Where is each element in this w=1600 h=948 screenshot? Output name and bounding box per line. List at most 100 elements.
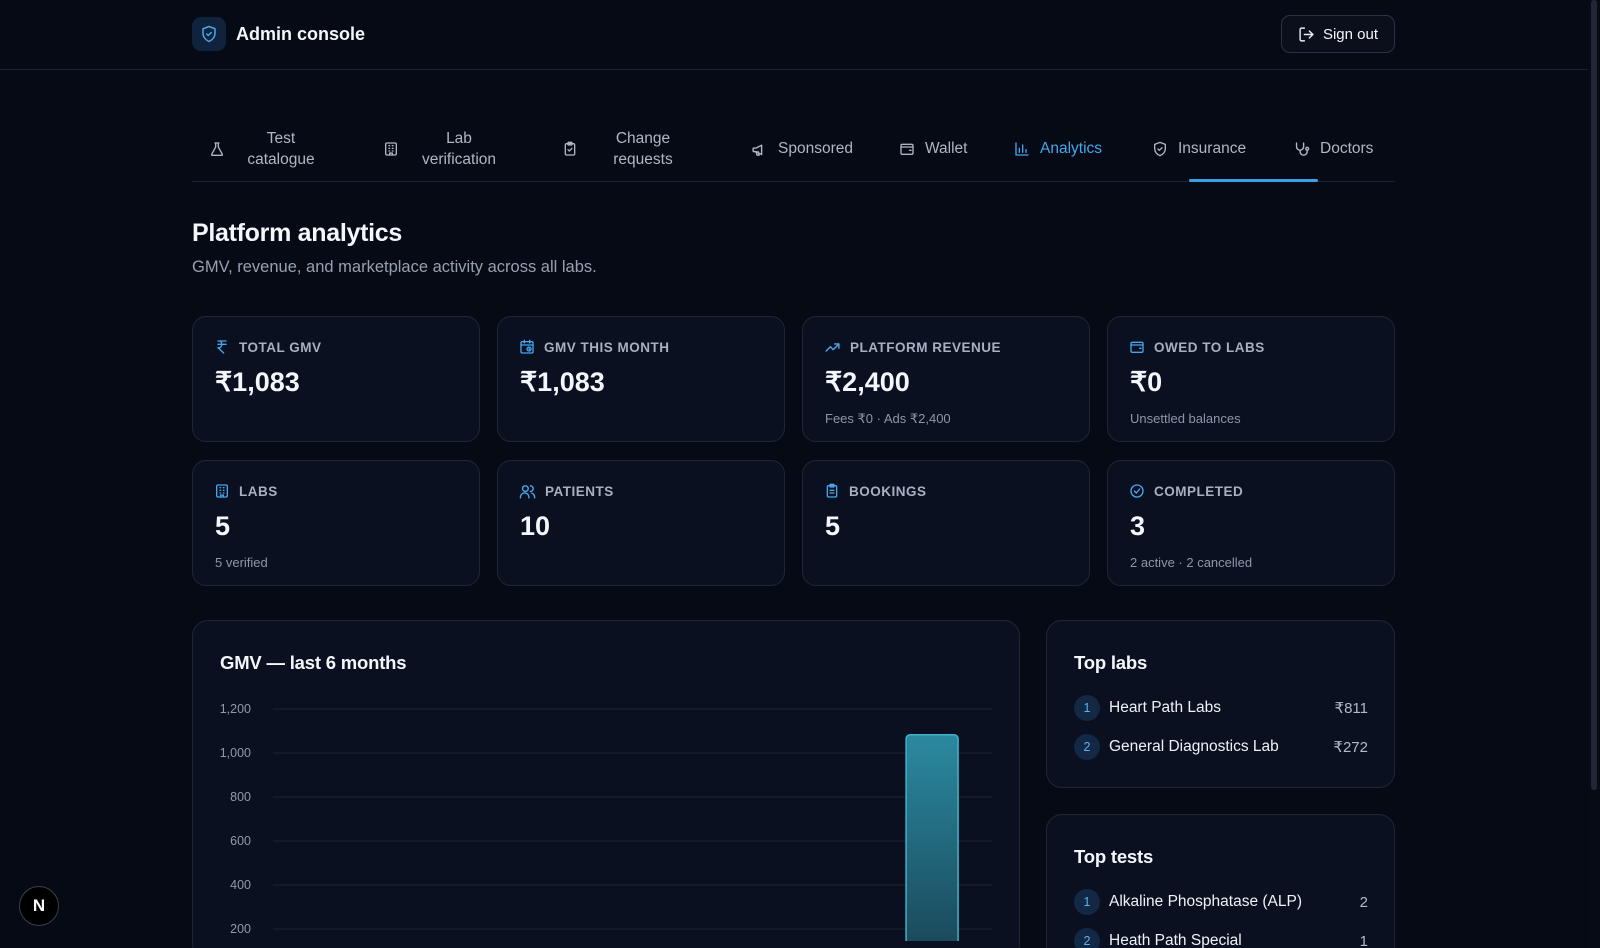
stat-card-owed-to-labs: OWED TO LABS ₹0 Unsettled balances bbox=[1107, 316, 1395, 442]
tab-label: Insurance bbox=[1178, 140, 1247, 157]
log-out-icon bbox=[1298, 26, 1315, 43]
gmv-chart-panel: GMV — last 6 months 1,200 1,000 800 600 400 2… bbox=[192, 620, 1020, 948]
stat-card-labs: LABS 5 5 verified bbox=[192, 460, 480, 586]
test-count: 2 bbox=[1359, 893, 1368, 911]
stat-value: ₹2,400 bbox=[825, 367, 910, 397]
fab-label: N bbox=[32, 896, 46, 915]
flask-icon bbox=[209, 141, 225, 157]
stat-note: Unsettled balances bbox=[1130, 411, 1241, 426]
page-title: Platform analytics bbox=[192, 219, 402, 247]
stat-card-gmv-this-month: GMV THIS MONTH ₹1,083 bbox=[497, 316, 785, 442]
bar-chart-icon bbox=[1014, 141, 1030, 157]
tab-sponsored[interactable]: Sponsored bbox=[751, 116, 853, 182]
tab-label: Analytics bbox=[1040, 140, 1103, 157]
users-icon bbox=[519, 483, 536, 500]
list-item[interactable]: 1 Alkaline Phosphatase (ALP) 2 bbox=[1074, 888, 1368, 916]
test-name: Alkaline Phosphatase (ALP) bbox=[1109, 893, 1303, 910]
building-icon bbox=[383, 141, 399, 157]
rupee-icon bbox=[214, 339, 230, 355]
page-subtitle: GMV, revenue, and marketplace activity a… bbox=[192, 258, 597, 276]
rank-badge: 1 bbox=[1074, 695, 1100, 721]
tab-label: Sponsored bbox=[778, 140, 853, 157]
sign-out-label: Sign out bbox=[1322, 25, 1379, 43]
top-bar: Admin console Sign out bbox=[0, 0, 1588, 70]
top-labs-title: Top labs bbox=[1074, 652, 1148, 673]
brand: Admin console bbox=[192, 17, 365, 51]
shield-logo-icon bbox=[192, 17, 226, 51]
stat-note: 2 active · 2 cancelled bbox=[1130, 555, 1253, 570]
stat-value: ₹0 bbox=[1130, 367, 1163, 397]
rank-badge: 2 bbox=[1074, 734, 1100, 760]
lab-gmv: ₹272 bbox=[1333, 739, 1368, 756]
tab-insurance[interactable]: Insurance bbox=[1152, 116, 1246, 182]
building-icon bbox=[214, 483, 230, 499]
top-tests-title: Top tests bbox=[1074, 846, 1154, 867]
rank-badge: 1 bbox=[1074, 889, 1100, 915]
list-item[interactable]: 1 Heart Path Labs ₹811 bbox=[1074, 694, 1368, 722]
test-name: Heath Path Special bbox=[1109, 932, 1242, 948]
stat-card-completed: COMPLETED 3 2 active · 2 cancelled bbox=[1107, 460, 1395, 586]
calendar-clock-icon bbox=[519, 339, 535, 355]
tab-wallet[interactable]: Wallet bbox=[899, 116, 968, 182]
tab-test-catalogue[interactable]: Test catalogue bbox=[209, 116, 327, 182]
stat-note: 5 verified bbox=[215, 555, 268, 570]
lab-gmv: ₹811 bbox=[1334, 700, 1368, 717]
stat-card-bookings: BOOKINGS 5 bbox=[802, 460, 1090, 586]
wallet-icon bbox=[1129, 339, 1145, 355]
tab-change-requests[interactable]: Change requests bbox=[562, 116, 698, 182]
wallet-icon bbox=[899, 141, 915, 157]
gmv-bar[interactable] bbox=[905, 733, 959, 941]
sign-out-button[interactable]: Sign out bbox=[1281, 15, 1395, 53]
clipboard-check-icon bbox=[562, 141, 578, 157]
stat-label: PLATFORM REVENUE bbox=[850, 340, 1002, 355]
list-item[interactable]: 2 General Diagnostics Lab ₹272 bbox=[1074, 733, 1368, 761]
stat-card-platform-revenue: PLATFORM REVENUE ₹2,400 Fees ₹0 · Ads ₹2… bbox=[802, 316, 1090, 442]
tab-doctors[interactable]: Doctors bbox=[1293, 116, 1373, 182]
stat-value: ₹1,083 bbox=[520, 367, 605, 397]
y-tick-label: 600 bbox=[230, 834, 251, 848]
stat-label: BOOKINGS bbox=[849, 483, 927, 499]
lab-name: General Diagnostics Lab bbox=[1109, 738, 1279, 755]
stat-value: 5 bbox=[215, 511, 231, 541]
stat-value: 5 bbox=[825, 511, 841, 541]
next-dev-tools-button[interactable]: N bbox=[19, 886, 59, 926]
clipboard-list-icon bbox=[824, 483, 840, 499]
scrollbar-thumb[interactable] bbox=[1591, 0, 1597, 790]
stat-note: Fees ₹0 · Ads ₹2,400 bbox=[825, 411, 951, 426]
y-tick-label: 200 bbox=[230, 922, 251, 936]
stat-value: 10 bbox=[520, 511, 551, 541]
rank-badge: 2 bbox=[1074, 928, 1100, 948]
stat-label: LABS bbox=[239, 483, 278, 499]
megaphone-icon bbox=[751, 141, 768, 158]
stat-card-patients: PATIENTS 10 bbox=[497, 460, 785, 586]
tab-analytics[interactable]: Analytics bbox=[1014, 116, 1102, 182]
active-tab-indicator bbox=[1189, 179, 1318, 182]
tab-label: Test catalogue bbox=[247, 130, 315, 168]
tab-label: Change requests bbox=[613, 130, 673, 168]
stat-label: PATIENTS bbox=[545, 484, 614, 499]
shield-icon bbox=[1152, 141, 1168, 157]
stat-value: 3 bbox=[1130, 511, 1146, 541]
trending-up-icon bbox=[824, 339, 841, 356]
tab-bar: Test catalogue Lab verification Change r… bbox=[192, 116, 1395, 182]
top-labs-panel: Top labs 1 Heart Path Labs ₹811 2 Genera… bbox=[1046, 620, 1395, 788]
tab-lab-verification[interactable]: Lab verification bbox=[383, 116, 509, 182]
test-count: 1 bbox=[1359, 932, 1368, 948]
tab-label: Wallet bbox=[925, 140, 968, 157]
list-item[interactable]: 2 Heath Path Special 1 bbox=[1074, 927, 1368, 948]
tab-label: Doctors bbox=[1320, 140, 1374, 157]
stat-label: COMPLETED bbox=[1154, 483, 1244, 499]
stat-label: TOTAL GMV bbox=[239, 339, 322, 355]
stat-label: GMV THIS MONTH bbox=[544, 339, 670, 355]
y-tick-label: 800 bbox=[230, 790, 251, 804]
y-tick-label: 400 bbox=[230, 878, 251, 892]
tab-label: Lab verification bbox=[421, 130, 497, 168]
gmv-chart-title: GMV — last 6 months bbox=[220, 652, 407, 673]
stat-value: ₹1,083 bbox=[215, 367, 300, 397]
top-tests-panel: Top tests 1 Alkaline Phosphatase (ALP) 2… bbox=[1046, 814, 1395, 948]
stat-card-total-gmv: TOTAL GMV ₹1,083 bbox=[192, 316, 480, 442]
gmv-bar-chart: 1,200 1,000 800 600 400 200 bbox=[220, 702, 992, 941]
y-tick-label: 1,200 bbox=[220, 702, 251, 716]
stethoscope-icon bbox=[1293, 141, 1310, 158]
lab-name: Heart Path Labs bbox=[1109, 699, 1222, 716]
